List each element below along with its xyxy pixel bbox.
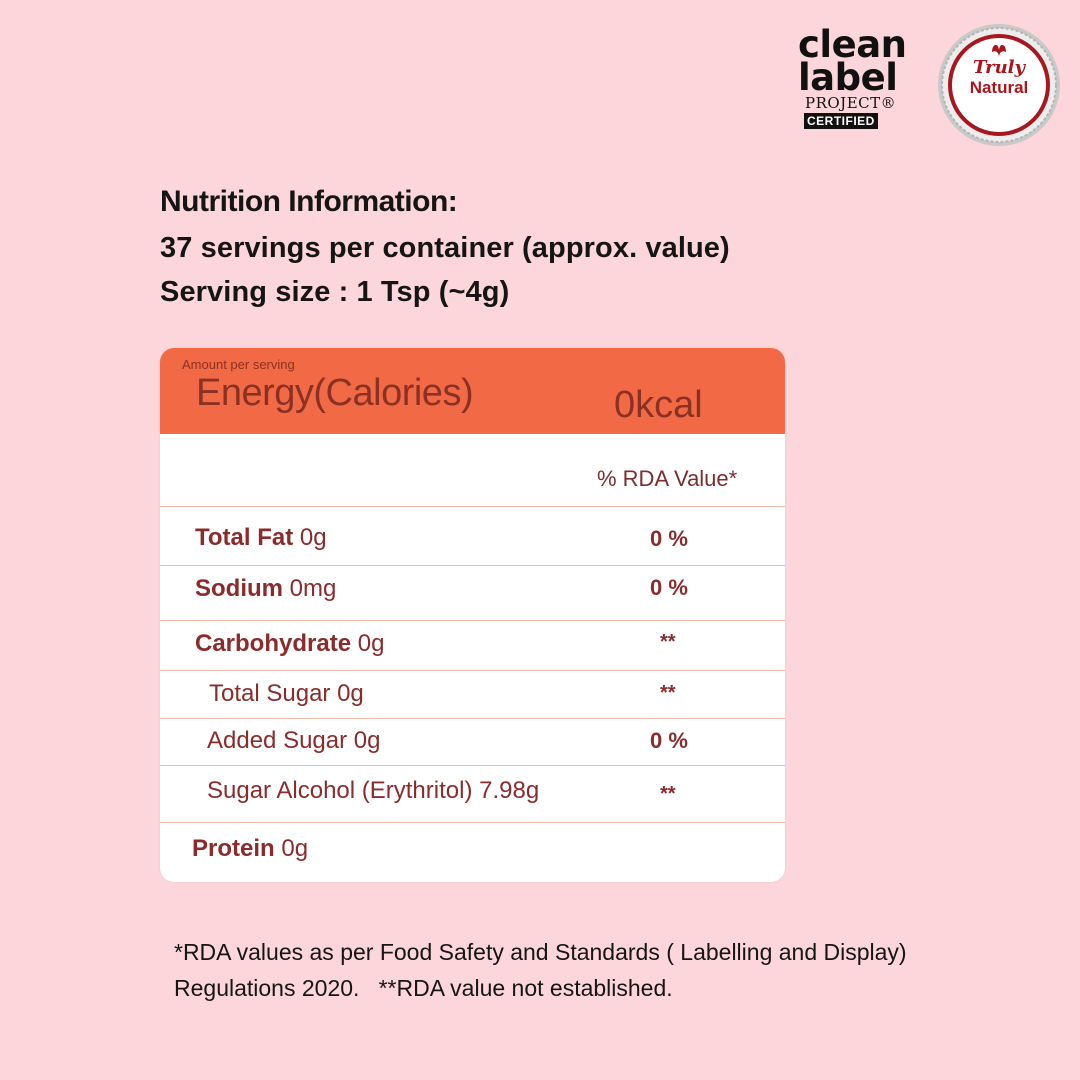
energy-header [160,348,785,434]
truly-natural-seal-icon [938,24,1060,146]
nutrition-table: Amount per serving Energy(Calories) 0kca… [160,348,785,882]
rda-footnote: *RDA values as per Food Safety and Stand… [174,934,907,1006]
seal-word-truly: Truly [973,57,1025,78]
row-divider [160,620,785,621]
nutrient-amount: 0g [357,630,385,657]
nutrient-name: Protein [192,835,275,862]
logo-word-certified: CERTIFIED [804,113,878,129]
row-sodium-rda: 0 % [650,575,688,600]
row-divider [160,765,785,766]
energy-label: Energy(Calories) [196,372,474,414]
row-carbohydrate-label: Carbohydrate 0g [195,630,384,658]
rda-column-header: % RDA Value* [597,466,738,491]
row-added-sugar-rda: 0 % [650,728,688,753]
row-divider [160,718,785,719]
row-sodium-label: Sodium 0mg [195,575,336,603]
row-total-sugar-rda: ** [660,682,676,704]
row-divider [160,506,785,507]
nutrient-amount: 0g [299,524,327,551]
servings-per-container: 37 servings per container (approx. value… [160,232,730,264]
row-carbohydrate-rda: ** [660,631,676,653]
amount-per-serving-label: Amount per serving [182,357,295,372]
energy-value: 0kcal [614,384,703,426]
row-total-sugar-label: Total Sugar 0g [209,680,364,707]
row-protein-label: Protein 0g [192,835,308,863]
logo-word-label: label [798,56,898,99]
row-divider [160,822,785,823]
footnote-line-2: Regulations 2020. **RDA value not establ… [174,975,673,1001]
nutrient-name: Carbohydrate [195,630,352,657]
nutrient-name: Total Fat [195,524,294,551]
row-total-fat-rda: 0 % [650,526,688,551]
footnote-line-1: *RDA values as per Food Safety and Stand… [174,939,907,965]
clean-label-project-logo: clean label PROJECT® CERTIFIED [796,23,910,138]
row-added-sugar-label: Added Sugar 0g [207,727,381,754]
logo-word-project: PROJECT® [805,94,897,112]
row-sugar-alcohol-rda: ** [660,783,676,805]
serving-size: Serving size : 1 Tsp (~4g) [160,276,510,308]
row-divider [160,670,785,671]
row-divider [160,565,785,566]
seal-word-natural: Natural [969,78,1029,97]
truly-natural-seal-text: Truly Natural [936,58,1062,98]
row-sugar-alcohol-label: Sugar Alcohol (Erythritol) 7.98g [207,777,540,804]
logo-word-clean: clean [798,23,907,66]
page-title: Nutrition Information: [160,185,458,218]
nutrient-amount: 0g [281,835,309,862]
nutrient-amount: 0mg [289,575,337,602]
row-total-fat-label: Total Fat 0g [195,524,327,552]
nutrient-name: Sodium [195,575,283,602]
nutrition-heading: Nutrition Information: 37 servings per c… [160,184,730,314]
